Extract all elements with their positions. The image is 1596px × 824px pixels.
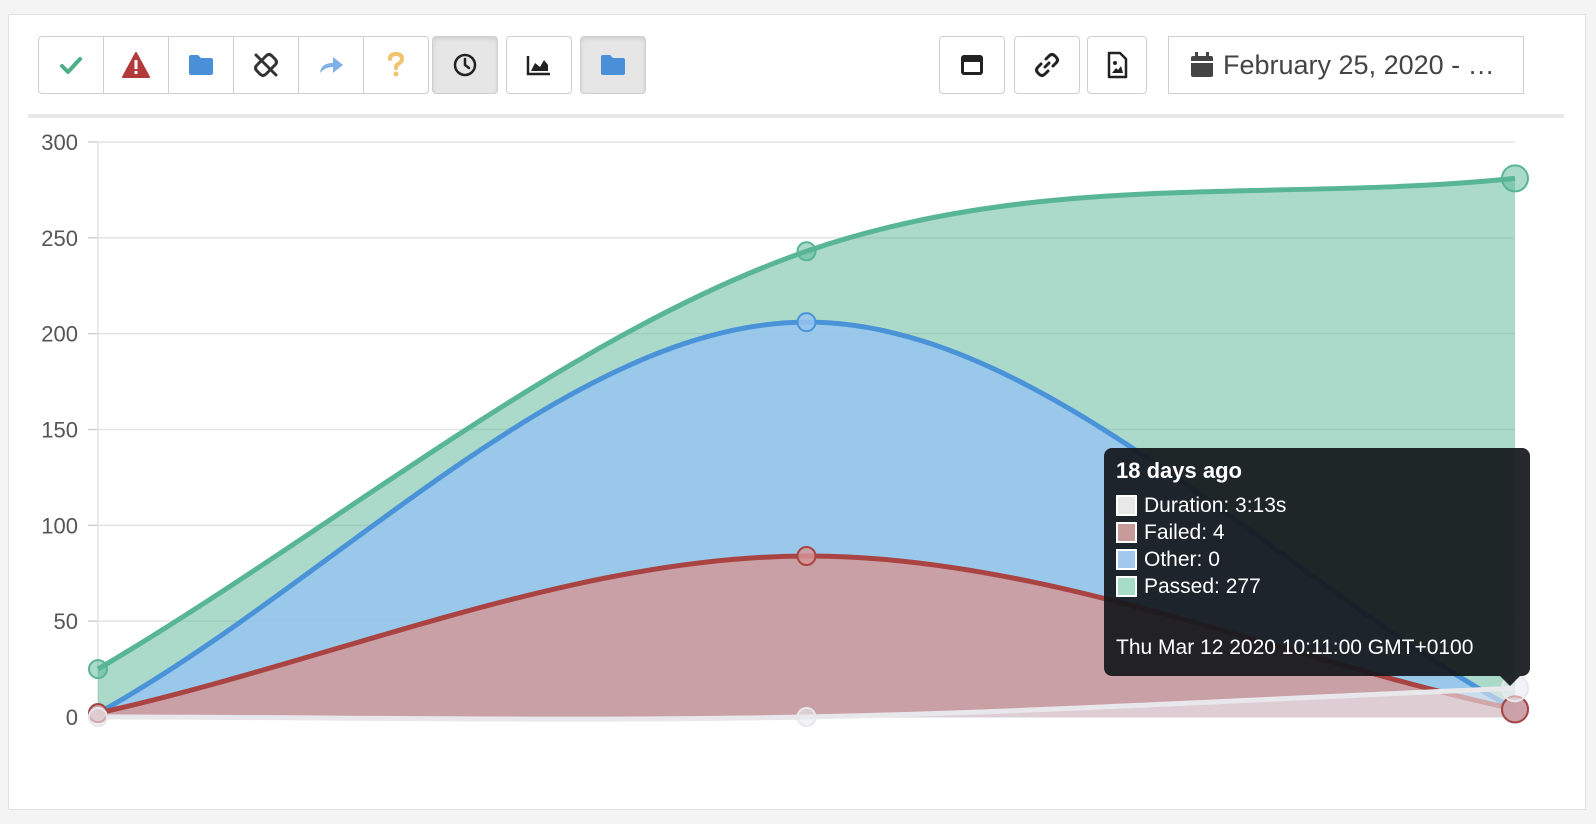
y-tick-label: 300 [41, 130, 78, 155]
y-tick-label: 250 [41, 226, 78, 251]
tooltip-row-failed: Failed: 4 [1116, 519, 1518, 546]
data-point-passed [1501, 164, 1529, 193]
y-tick-label: 0 [66, 705, 78, 730]
date-range-picker[interactable]: February 25, 2020 - … [1168, 36, 1524, 94]
clock-icon [453, 53, 477, 77]
filter-passed-button[interactable] [38, 36, 104, 94]
y-tick-label: 200 [41, 322, 78, 347]
folder-icon [601, 55, 625, 75]
tooltip-label-failed: Failed: 4 [1144, 520, 1225, 544]
toolbar-separator [28, 114, 1564, 118]
y-tick-label: 50 [54, 609, 78, 634]
y-tick-label: 100 [41, 513, 78, 538]
folder-toggle-button[interactable] [580, 36, 646, 94]
chart-tooltip: 18 days ago Duration: 3:13s Failed: 4 Ot… [1104, 448, 1530, 686]
redo-arrow-icon [320, 57, 343, 73]
tooltip-row-duration: Duration: 3:13s [1116, 492, 1518, 519]
tooltip-label-duration: Duration: 3:13s [1144, 493, 1287, 517]
tooltip-row-passed: Passed: 277 [1116, 573, 1518, 600]
folder-icon [189, 55, 213, 75]
series-area-duration [98, 688, 1515, 720]
data-point-other [796, 312, 817, 333]
check-icon [60, 57, 82, 74]
data-point-duration [796, 707, 817, 727]
question-icon [388, 51, 405, 77]
link-icon [1035, 53, 1059, 77]
export-image-button[interactable] [1087, 36, 1147, 94]
duration-toggle-button[interactable] [432, 36, 498, 94]
data-point-passed [88, 659, 108, 680]
calendar-icon [1191, 52, 1213, 77]
status-filter-group [38, 36, 429, 94]
tooltip-label-passed: Passed: 277 [1144, 574, 1261, 598]
series-area-failed [98, 555, 1515, 717]
broken-link-icon [254, 53, 278, 77]
tooltip-swatch-failed [1116, 522, 1137, 543]
tooltip-swatch-duration [1116, 495, 1137, 516]
tooltip-label-other: Other: 0 [1144, 547, 1220, 571]
tooltip-swatch-other [1116, 549, 1137, 570]
y-tick-label: 150 [41, 418, 78, 443]
tooltip-title: 18 days ago [1116, 458, 1242, 483]
tooltip-row-other: Other: 0 [1116, 546, 1518, 573]
data-point-duration [88, 707, 108, 727]
tooltip-pointer [1500, 676, 1520, 686]
filter-failed-button[interactable] [103, 36, 169, 94]
tooltip-timestamp: Thu Mar 12 2020 10:11:00 GMT+0100 [1116, 636, 1474, 659]
area-chart-toggle-button[interactable] [506, 36, 572, 94]
window-icon [961, 55, 983, 75]
data-point-passed [796, 241, 817, 262]
file-image-icon [1107, 51, 1128, 79]
tooltip-swatch-passed [1116, 576, 1137, 597]
warning-icon [122, 52, 150, 78]
permalink-button[interactable] [1014, 36, 1080, 94]
window-view-button[interactable] [939, 36, 1005, 94]
data-point-failed [796, 546, 817, 566]
area-chart-icon [526, 56, 550, 76]
filter-unknown-button[interactable] [363, 36, 429, 94]
